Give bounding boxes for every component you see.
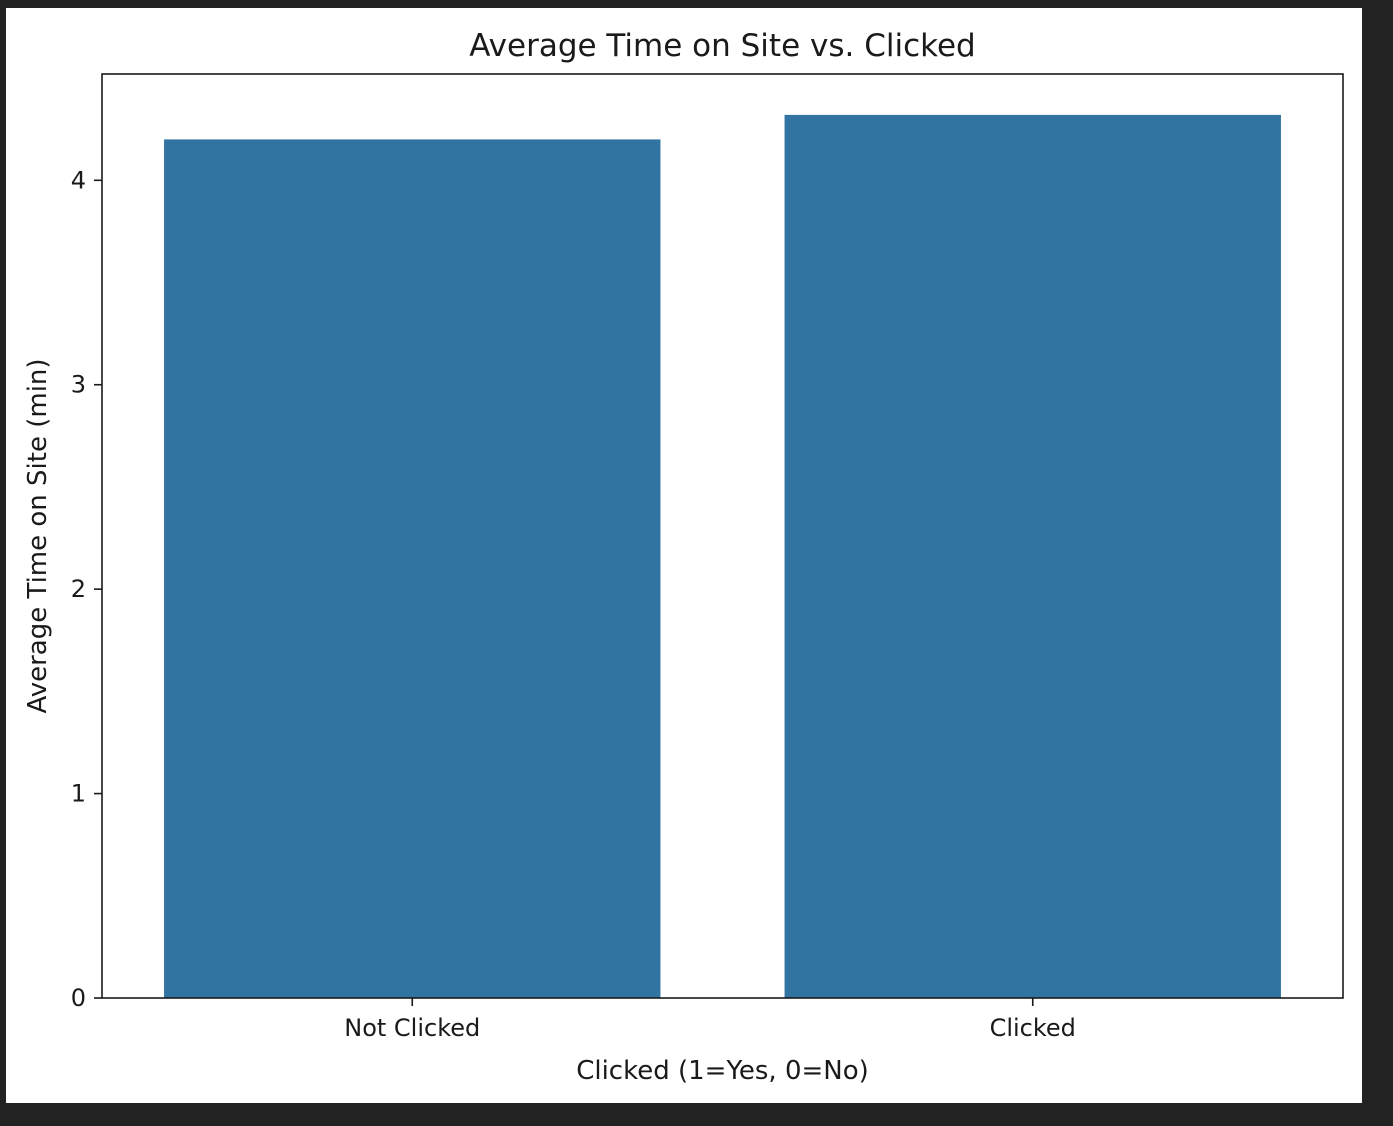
plot-frame bbox=[101, 73, 1344, 999]
x-tick-label: Clicked bbox=[990, 1014, 1076, 1042]
x-axis: Not Clicked Clicked bbox=[344, 998, 1076, 1042]
bar-not-clicked bbox=[164, 139, 661, 999]
y-tick-label: 2 bbox=[71, 575, 86, 603]
y-axis: 0 1 2 3 4 bbox=[71, 166, 102, 1012]
chart-title: Average Time on Site vs. Clicked bbox=[469, 28, 975, 64]
y-tick-label: 3 bbox=[71, 371, 86, 399]
y-tick-label: 1 bbox=[71, 780, 86, 808]
y-tick-label: 4 bbox=[71, 166, 86, 194]
y-axis-label: Average Time on Site (min) bbox=[23, 358, 53, 713]
bar-chart: Average Time on Site vs. Clicked 0 1 2 3 4 N… bbox=[23, 28, 1344, 1086]
bars-group bbox=[164, 114, 1281, 999]
y-tick-label: 0 bbox=[71, 984, 86, 1012]
x-tick-label: Not Clicked bbox=[344, 1014, 480, 1042]
bar-clicked bbox=[784, 114, 1281, 999]
x-axis-label: Clicked (1=Yes, 0=No) bbox=[576, 1056, 869, 1086]
chart-figure: Average Time on Site vs. Clicked 0 1 2 3 4 N… bbox=[6, 8, 1362, 1103]
